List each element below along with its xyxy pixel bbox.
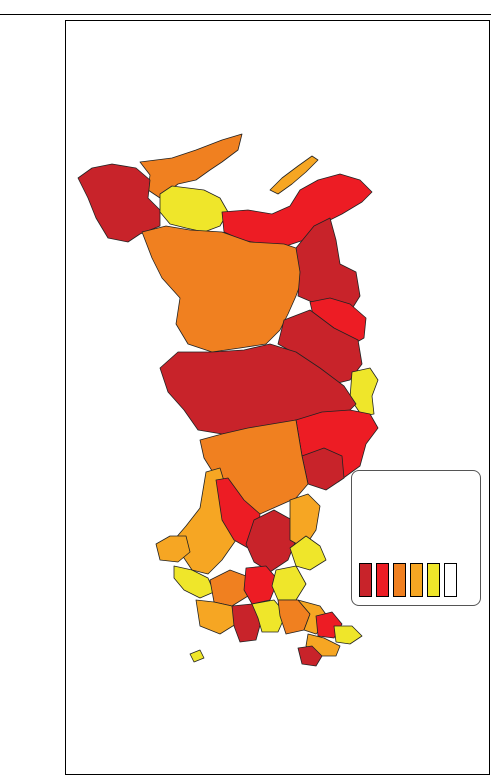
legend-item-6 [444, 563, 457, 633]
region-south-mosaic-6[interactable] [251, 599, 287, 633]
legend-swatch-yellow [427, 563, 440, 597]
region-east-north[interactable] [295, 217, 361, 313]
legend-item-1 [359, 563, 372, 633]
legend-item-5 [427, 563, 440, 633]
legend-swatch-orange [393, 563, 406, 597]
legend-item-4 [410, 563, 423, 633]
region-southeast-dark[interactable] [297, 645, 323, 667]
region-north-central[interactable] [141, 225, 305, 353]
region-northwest[interactable] [77, 163, 161, 243]
region-north-small-island[interactable] [269, 155, 319, 195]
region-south-orange-east[interactable] [289, 493, 321, 549]
region-west-island[interactable] [155, 535, 191, 563]
legend-swatches [359, 563, 457, 633]
region-south-coast-yellow[interactable] [333, 625, 363, 645]
region-north-coast[interactable] [221, 173, 373, 247]
region-north-yellow[interactable] [159, 185, 229, 233]
legend-swatch-dark-red [359, 563, 372, 597]
region-south-mosaic-1[interactable] [209, 569, 249, 607]
legend-item-3 [393, 563, 406, 633]
region-south-central-dark[interactable] [245, 509, 297, 573]
region-north-island[interactable] [139, 133, 243, 199]
region-south-mosaic-3[interactable] [271, 565, 307, 601]
region-south-small-island[interactable] [189, 649, 205, 663]
legend-swatch-light-orange [410, 563, 423, 597]
region-south-mosaic-2[interactable] [243, 565, 279, 605]
legend-item-2 [376, 563, 389, 633]
legend-swatch-white [444, 563, 457, 597]
top-rule [0, 14, 491, 15]
region-east-yellow[interactable] [349, 367, 379, 417]
legend-swatch-red [376, 563, 389, 597]
region-southwest-yellow[interactable] [173, 565, 215, 599]
map-legend [351, 470, 481, 606]
